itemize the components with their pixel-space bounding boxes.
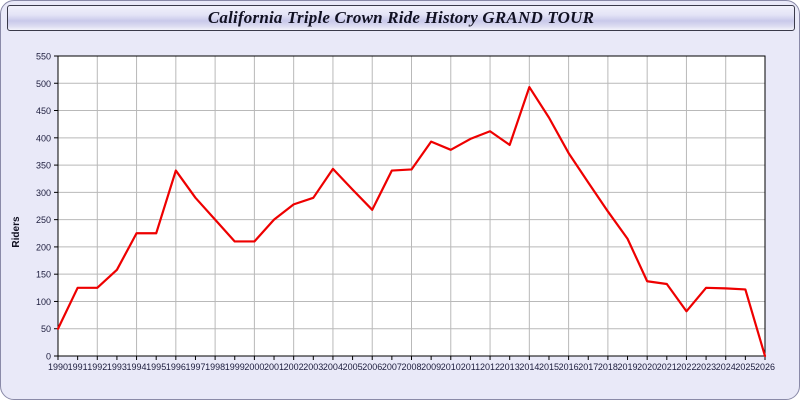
x-tick-label: 2021 — [657, 362, 677, 372]
x-tick-label: 2014 — [519, 362, 539, 372]
x-tick-label: 1997 — [185, 362, 205, 372]
y-axis-label: Riders — [11, 216, 22, 248]
chart-title-bar: California Triple Crown Ride History GRA… — [7, 5, 795, 31]
x-tick-label: 1998 — [205, 362, 225, 372]
x-tick-label: 2024 — [716, 362, 736, 372]
y-tick-label: 200 — [36, 242, 51, 252]
x-tick-label: 2010 — [441, 362, 461, 372]
plot-area: 0 50 100 150 200 250 300 350 400 450 500 550 1990 19… — [1, 37, 799, 399]
x-tick-label: 1990 — [48, 362, 68, 372]
y-tick-label: 450 — [36, 106, 51, 116]
x-tick-label: 2007 — [382, 362, 402, 372]
x-tick-label: 2013 — [500, 362, 520, 372]
x-tick-label: 2009 — [421, 362, 441, 372]
y-tick-label: 50 — [41, 324, 51, 334]
x-tick-label: 2004 — [323, 362, 343, 372]
x-tick-label: 2005 — [343, 362, 363, 372]
y-tick-label: 400 — [36, 133, 51, 143]
x-tick-label: 2026 — [755, 362, 775, 372]
y-tick-label: 0 — [46, 352, 51, 362]
x-tick-label: 1996 — [166, 362, 186, 372]
y-tick-label: 350 — [36, 161, 51, 171]
x-tick-label: 2001 — [264, 362, 284, 372]
x-tick-label: 2019 — [618, 362, 638, 372]
x-tick-label: 1992 — [87, 362, 107, 372]
y-tick-label: 550 — [36, 52, 51, 62]
y-axis: 0 50 100 150 200 250 300 350 400 450 500 550 — [36, 52, 58, 362]
x-tick-label: 2017 — [578, 362, 598, 372]
x-tick-label: 2015 — [539, 362, 559, 372]
x-tick-label: 2000 — [244, 362, 264, 372]
x-tick-label: 1994 — [127, 362, 147, 372]
x-tick-label: 2018 — [598, 362, 618, 372]
y-tick-label: 100 — [36, 297, 51, 307]
gridlines — [57, 55, 766, 357]
series-line-riders — [56, 85, 767, 358]
x-tick-label: 1993 — [107, 362, 127, 372]
x-tick-label: 1991 — [68, 362, 88, 372]
data-series-riders — [56, 85, 767, 358]
y-tick-label: 300 — [36, 188, 51, 198]
page-title: California Triple Crown Ride History GRA… — [207, 8, 595, 27]
x-tick-label: 1999 — [225, 362, 245, 372]
y-tick-label: 250 — [36, 215, 51, 225]
x-tick-label: 2008 — [401, 362, 421, 372]
x-tick-label: 2003 — [303, 362, 323, 372]
x-tick-label: 2025 — [735, 362, 755, 372]
x-tick-label: 2011 — [461, 362, 480, 372]
x-tick-label: 2016 — [559, 362, 579, 372]
x-tick-label: 2006 — [362, 362, 382, 372]
x-tick-label: 2012 — [480, 362, 500, 372]
y-tick-label: 500 — [36, 79, 51, 89]
x-tick-label: 2022 — [676, 362, 696, 372]
x-tick-label: 1995 — [146, 362, 166, 372]
y-tick-label: 150 — [36, 270, 51, 280]
x-tick-label: 2020 — [637, 362, 657, 372]
x-tick-label: 2023 — [696, 362, 716, 372]
x-axis: 1990 1991 1992 1993 1994 1995 1996 1997 1998 1999… — [48, 356, 775, 372]
x-tick-label: 2002 — [284, 362, 304, 372]
